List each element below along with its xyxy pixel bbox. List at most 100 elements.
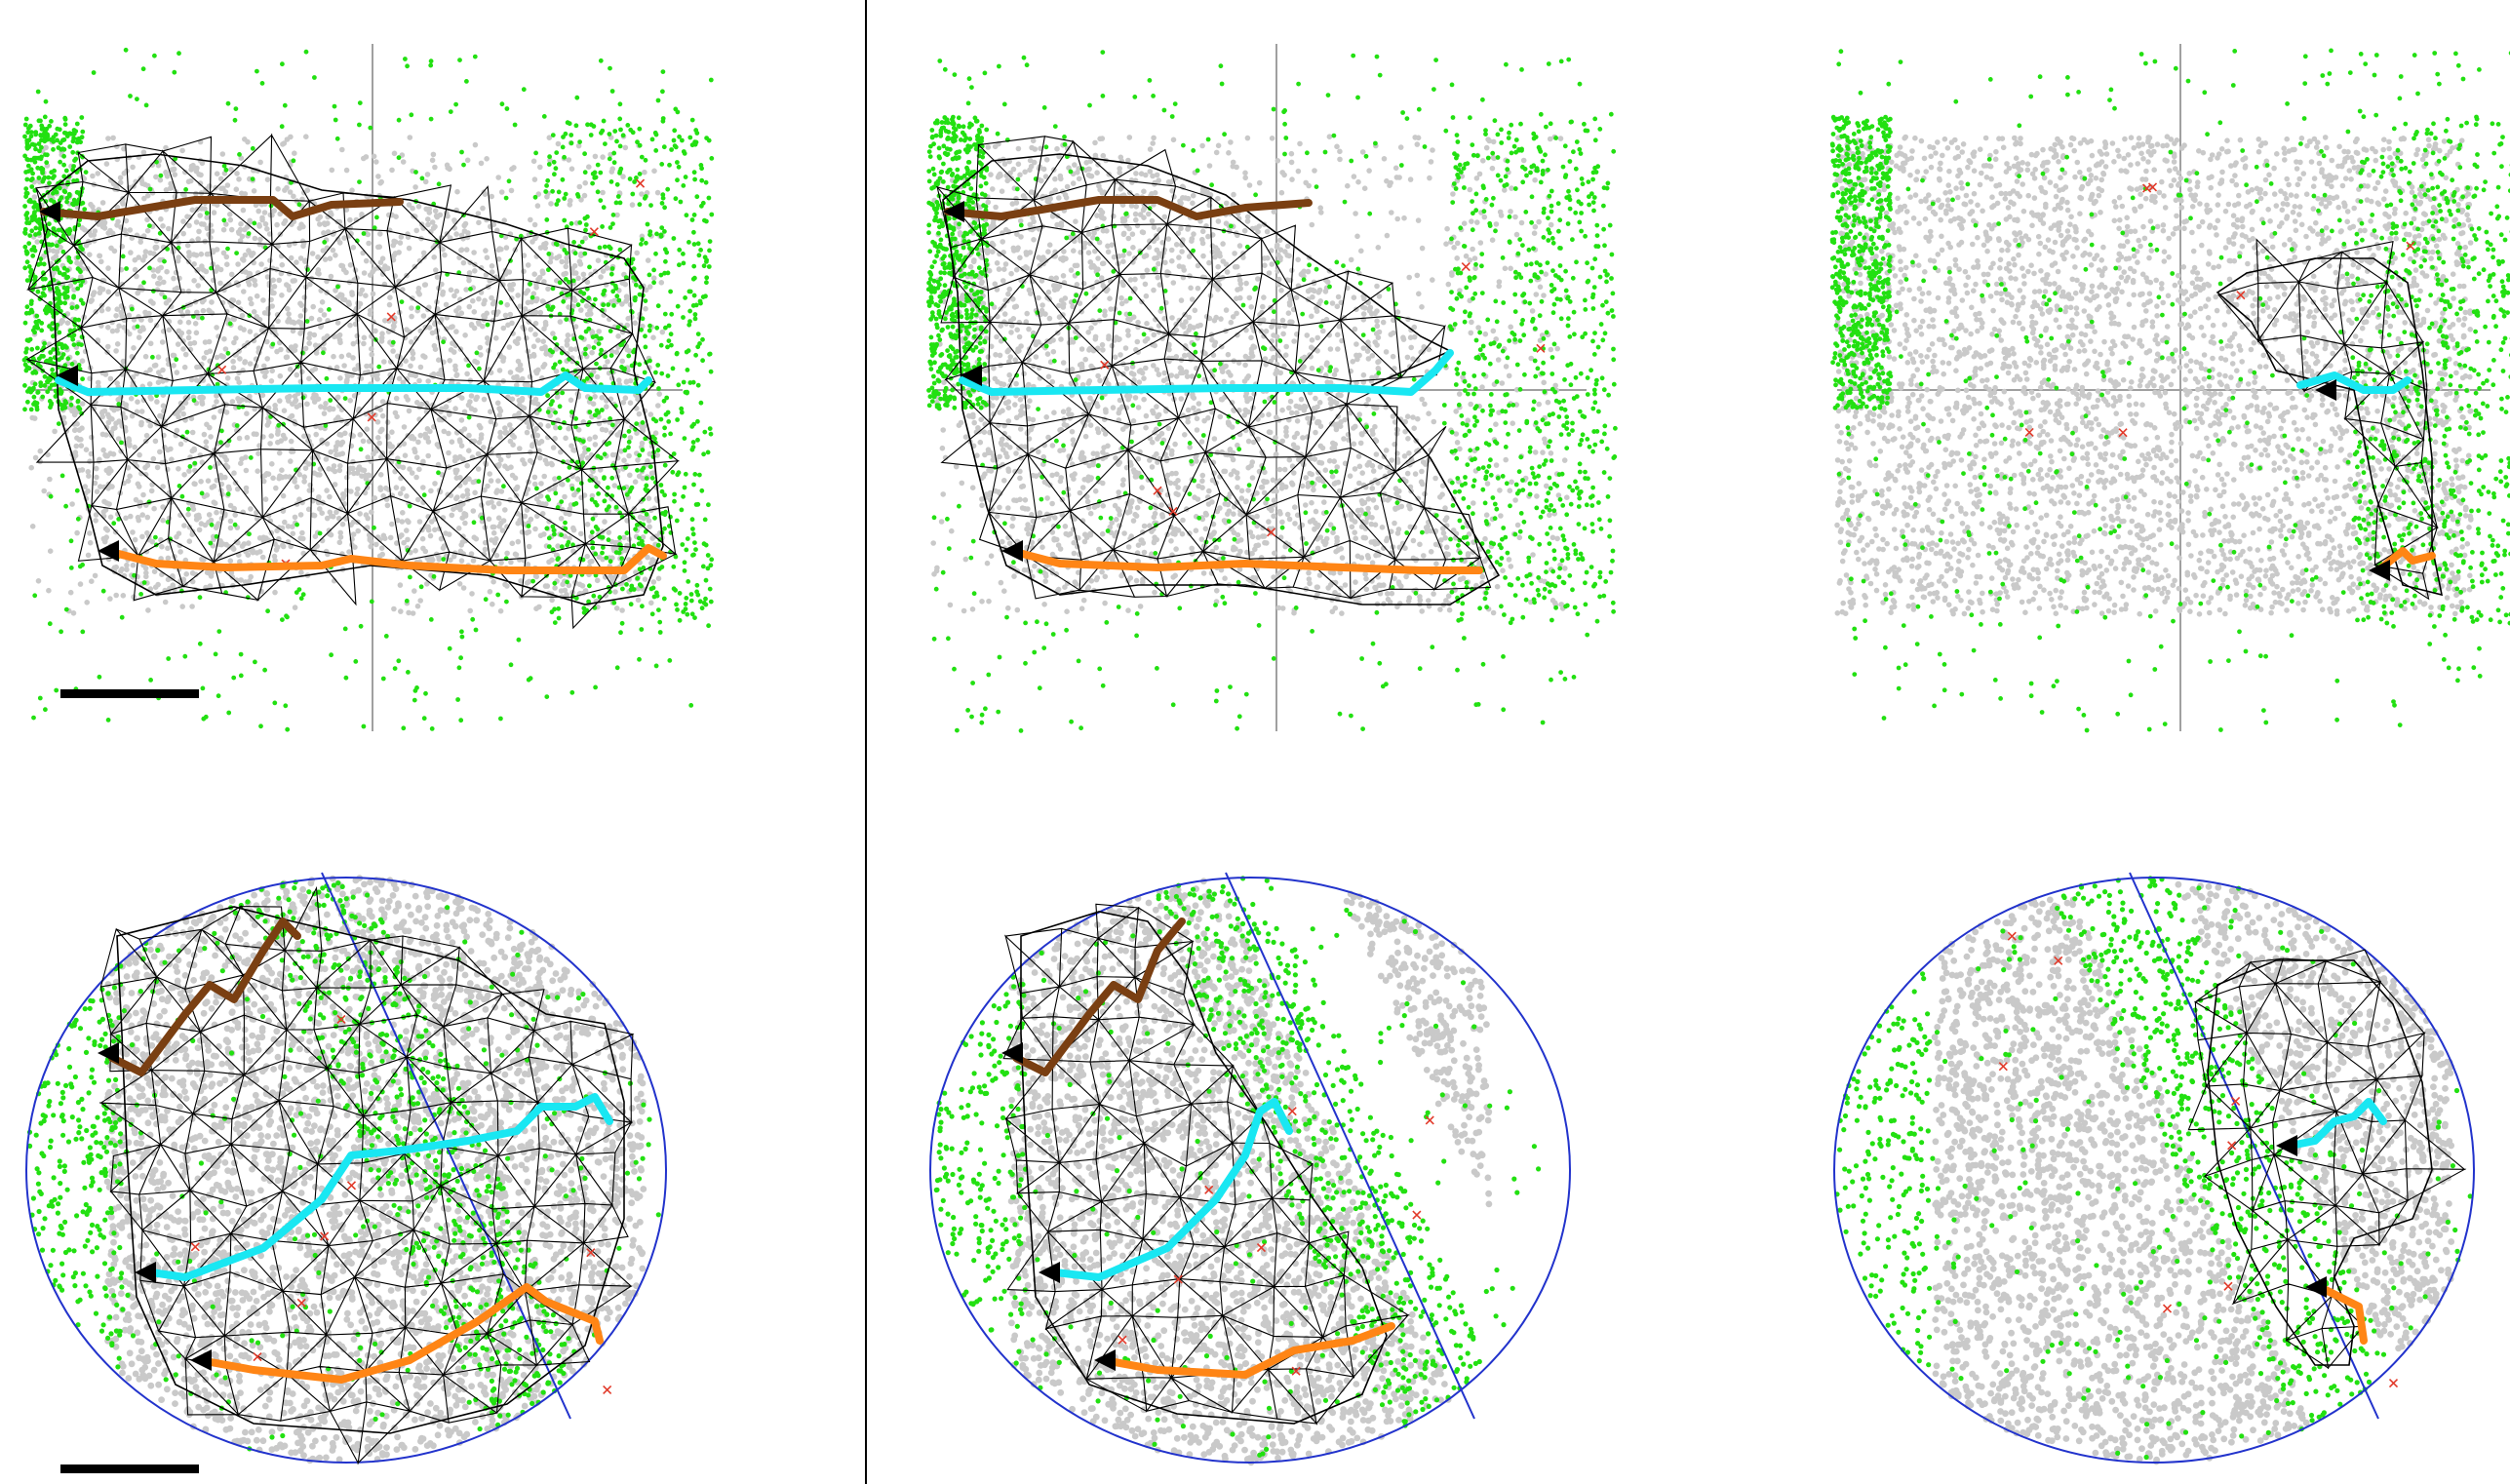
- divider-line: [1225, 872, 1475, 1420]
- start-marker: [1001, 540, 1023, 562]
- scale-bar: [60, 1464, 199, 1473]
- boundary-ellipse: [25, 877, 667, 1464]
- start-marker: [57, 365, 78, 386]
- triangle-mesh: [98, 885, 635, 1465]
- marker-x: [386, 312, 396, 322]
- marker-x: [1425, 1115, 1434, 1125]
- marker-x: [1291, 1366, 1301, 1376]
- marker-x: [1118, 1335, 1127, 1345]
- marker-x: [586, 1248, 596, 1258]
- marker-x: [1173, 1274, 1183, 1284]
- mesh-boundary: [116, 906, 625, 1434]
- start-marker: [961, 365, 982, 386]
- start-marker: [943, 201, 964, 222]
- marker-x: [190, 1242, 200, 1252]
- marker-x: [2162, 1304, 2173, 1313]
- path-cyan: [55, 371, 652, 396]
- marker-x: [253, 1351, 262, 1362]
- mesh-boundary: [942, 153, 1501, 605]
- marker-x: [367, 412, 376, 422]
- marker-x: [2054, 956, 2063, 965]
- path-cyan: [2287, 1098, 2387, 1150]
- start-marker: [39, 201, 60, 222]
- marker-x: [346, 1181, 357, 1191]
- marker-x: [2406, 241, 2415, 251]
- path-orange: [2316, 1283, 2368, 1345]
- triangle-mesh: [2187, 949, 2467, 1370]
- path-brown: [108, 918, 301, 1076]
- marker-x: [2388, 1379, 2399, 1388]
- start-marker: [98, 1042, 119, 1064]
- marker-x: [2223, 1281, 2233, 1291]
- marker-x: [1998, 1062, 2008, 1072]
- marker-x: [2227, 1141, 2237, 1151]
- start-marker: [190, 1349, 212, 1371]
- path-brown: [944, 196, 1313, 220]
- mesh-boundary: [38, 153, 664, 605]
- path-brown: [1012, 918, 1186, 1076]
- path-brown: [40, 196, 404, 220]
- path-orange: [103, 544, 667, 574]
- boundary-ellipse: [1833, 877, 2475, 1464]
- marker-x: [1168, 506, 1178, 516]
- path-orange: [2374, 547, 2436, 574]
- marker-x: [336, 1014, 346, 1025]
- marker-x: [1100, 360, 1110, 370]
- start-marker: [2276, 1135, 2297, 1156]
- marker-x: [2007, 931, 2017, 941]
- marker-x: [2147, 182, 2158, 192]
- marker-x: [2118, 428, 2128, 438]
- marker-x: [1287, 1107, 1297, 1116]
- scale-bar: [60, 689, 199, 698]
- start-marker: [1001, 1042, 1023, 1064]
- marker-x: [589, 227, 599, 237]
- marker-x: [1153, 486, 1162, 495]
- green-point-cloud: [1829, 48, 2510, 733]
- start-marker: [1039, 1262, 1060, 1283]
- gray-point-cloud: [1931, 880, 2455, 1465]
- gray-point-cloud: [103, 875, 647, 1464]
- path-cyan: [959, 349, 1454, 396]
- path-orange: [196, 1283, 604, 1384]
- triangle-mesh: [2217, 238, 2439, 601]
- path-cyan: [147, 1093, 613, 1281]
- start-marker: [2369, 560, 2390, 581]
- panel-bottom-right: [1833, 872, 2475, 1465]
- marker-x: [217, 365, 227, 374]
- triangle-mesh: [25, 133, 680, 630]
- marker-x: [1461, 262, 1471, 272]
- gray-point-cloud: [28, 134, 666, 616]
- panel-top-middle: [925, 44, 1618, 733]
- marker-x: [1267, 527, 1276, 537]
- marker-x: [603, 1385, 612, 1394]
- marker-x: [1256, 1243, 1267, 1253]
- path-cyan: [1051, 1098, 1293, 1281]
- marker-x: [320, 1231, 330, 1241]
- panel-top-right: [1829, 44, 2510, 733]
- marker-x: [2236, 291, 2246, 300]
- start-marker: [1094, 1349, 1116, 1371]
- panel-top-left: [21, 44, 715, 732]
- marker-x: [1536, 343, 1546, 353]
- boundary-ellipse: [929, 877, 1571, 1464]
- gray-point-cloud: [930, 134, 1570, 616]
- path-orange: [1100, 1322, 1395, 1379]
- start-marker: [98, 540, 119, 562]
- start-marker: [2315, 379, 2336, 401]
- panel-bottom-left: [25, 872, 667, 1473]
- green-point-cloud: [933, 876, 1542, 1458]
- marker-x: [1204, 1185, 1214, 1194]
- path-cyan: [2296, 371, 2412, 394]
- start-marker: [135, 1262, 156, 1283]
- marker-x: [2231, 1096, 2241, 1107]
- panel-bottom-middle: [929, 872, 1571, 1466]
- marker-x: [1412, 1210, 1422, 1220]
- mesh-boundary: [2207, 959, 2433, 1366]
- marker-x: [296, 1298, 306, 1308]
- triangle-mesh: [935, 136, 1492, 600]
- path-orange: [1007, 547, 1483, 574]
- mesh-boundary: [2216, 257, 2444, 597]
